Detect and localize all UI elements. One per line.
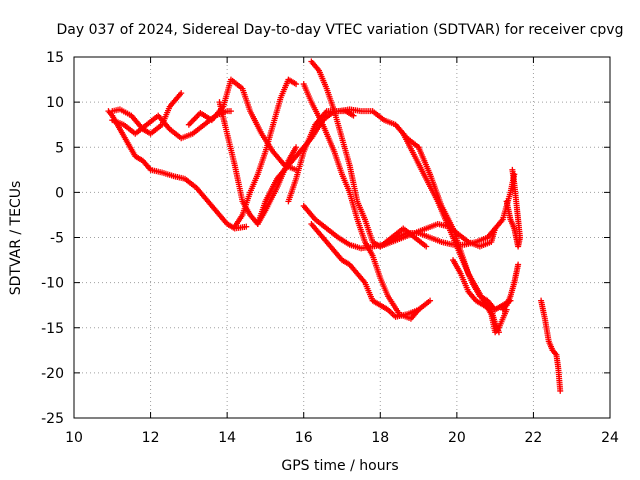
series-arc-15 [415,144,510,336]
data-point [509,166,516,173]
series-arc-17 [503,166,524,250]
series-arc-19 [538,297,564,394]
data-point [243,223,250,230]
y-tick-label: 15 [46,50,64,66]
x-tick-label: 10 [65,430,83,446]
x-tick-label: 12 [142,430,160,446]
data-point [427,297,434,304]
x-tick-label: 20 [448,430,466,446]
series-arc-3 [109,108,234,142]
data-point [492,225,499,232]
series-arc-5 [216,99,300,227]
x-tick-label: 22 [525,430,543,446]
series-arc-18 [499,261,522,313]
series-arc-10 [300,81,422,322]
axes: 10 12 14 16 18 20 22 24 15 10 5 0 -5 -10 -15 -20 -25 [41,50,619,446]
x-tick-label: 24 [601,430,619,446]
series-arc-12 [308,220,434,320]
y-tick-label: -5 [50,231,64,247]
series-arc-9 [308,58,430,250]
data-points [105,58,564,394]
y-tick-label: 5 [55,140,64,156]
x-tick-label: 16 [295,430,313,446]
y-tick-label: -15 [41,321,64,337]
y-tick-label: -25 [41,411,64,427]
series-arc-8 [285,106,422,205]
x-axis-title: GPS time / hours [281,458,398,474]
data-point [293,81,300,88]
y-tick-label: 0 [55,185,64,201]
x-tick-label: 14 [218,430,236,446]
data-point [423,243,430,250]
chart-title: Day 037 of 2024, Sidereal Day-to-day VTE… [57,22,624,38]
data-point [227,108,234,115]
y-tick-label: -10 [41,276,64,292]
plot-frame [73,56,611,419]
data-point [293,144,300,151]
data-point [178,90,185,97]
data-point [350,112,357,119]
data-point [515,261,522,268]
series-arc-6 [231,76,300,230]
series-arc-1 [105,108,250,232]
y-tick-label: -20 [41,366,64,382]
series-arc-11 [300,171,518,252]
data-point [495,329,502,336]
series-arc-16 [450,257,502,336]
y-tick-label: 10 [46,95,64,111]
x-tick-label: 18 [371,430,389,446]
data-point [557,387,564,394]
y-axis-title: SDTVAR / TECUs [8,181,24,296]
